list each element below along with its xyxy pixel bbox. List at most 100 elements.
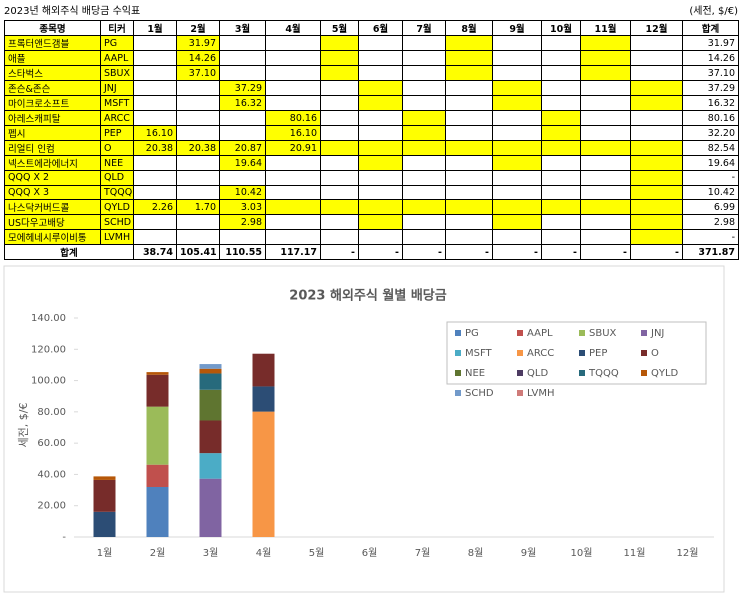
stock-name: 나스닥커버드콜 [4,199,101,216]
x-tick-label: 10월 [571,547,593,559]
dividend-table: 종목명 티커 1월 2월 3월 4월 5월 6월 7월 8월 9월 10월 11월 12월 합계 프록터앤드갬… [4,20,739,261]
x-tick-label: 12월 [677,547,699,559]
month-cell [445,140,493,156]
ticker: AAPL [100,50,134,66]
month-cell [358,199,403,216]
month-cell [541,170,581,186]
data-row: 리얼티 인컴 O 20.38 20.38 20.87 20.91 82.54 [4,140,739,156]
month-cell [358,214,403,231]
month-cell [445,214,493,231]
x-tick-label: 2월 [150,547,166,559]
stock-name: 스타벅스 [4,65,101,81]
month-cell [541,140,581,156]
month-cell [445,35,493,51]
stock-name: 마이크로소프트 [4,95,101,111]
month-cell [358,35,403,51]
month-cell [133,95,177,111]
month-cell [358,125,403,141]
month-cell [176,95,220,111]
legend-label: ARCC [527,348,554,359]
month-cell [320,229,359,246]
row-total: 80.16 [682,110,739,126]
data-row: 마이크로소프트 MSFT 16.32 16.32 [4,95,739,111]
row-total: 16.32 [682,95,739,111]
month-total: - [445,244,493,261]
x-tick-label: 4월 [256,547,272,559]
bar-segment [146,372,169,375]
month-cell [541,184,581,201]
month-cell: 19.64 [219,155,266,171]
data-row: 나스닥커버드콜 QYLD 2.26 1.70 3.03 6.99 [4,199,739,216]
month-cell [133,65,177,81]
ticker: JNJ [100,80,134,96]
month-cell [630,199,683,216]
data-row: 애플 AAPL 14.26 14.26 [4,50,739,66]
month-cell [445,80,493,96]
month-cell [541,155,581,171]
month-cell [320,110,359,126]
month-cell [176,214,220,231]
x-tick-label: 11월 [624,547,646,559]
month-cell [358,140,403,156]
month-cell [580,229,631,246]
legend-label: PEP [589,348,607,359]
month-cell [320,199,359,216]
legend-label: QLD [527,368,548,379]
month-cell [445,125,493,141]
legend-label: MSFT [465,348,493,359]
header-cell: 11월 [580,20,631,36]
header-cell: 2월 [176,20,220,36]
month-cell: 16.32 [219,95,266,111]
month-cell [402,125,446,141]
month-cell [265,50,321,66]
ticker: O [100,140,134,156]
legend-swatch [641,370,647,376]
legend-label: O [651,348,659,359]
month-cell [492,80,542,96]
y-tick-label: 60.00 [37,438,66,449]
month-cell [265,184,321,201]
legend-swatch [455,390,461,396]
month-cell [541,50,581,66]
month-cell: 80.16 [265,110,321,126]
month-cell [630,80,683,96]
month-cell: 10.42 [219,184,266,201]
table-caption: 2023년 해외주식 배당금 수익표 (세전, $/€) [4,4,738,20]
stock-name: 프록터앤드갬블 [4,35,101,51]
total-label: 합계 [4,244,134,261]
month-cell [402,140,446,156]
month-cell [630,184,683,201]
data-row: 존슨&존슨 JNJ 37.29 37.29 [4,80,739,96]
month-cell: 37.29 [219,80,266,96]
x-tick-label: 3월 [203,547,219,559]
data-row: 아레스캐피탈 ARCC 80.16 80.16 [4,110,739,126]
total-row: 합계 38.74 105.41 110.55 117.17- - - - - - - -371.87 [4,244,739,261]
month-cell [630,155,683,171]
month-cell [320,50,359,66]
month-cell: 3.03 [219,199,266,216]
legend-swatch [579,370,585,376]
x-tick-label: 8월 [468,547,484,559]
data-row: 펩시 PEP 16.10 16.10 32.20 [4,125,739,141]
month-total: 117.17 [265,244,321,261]
month-cell [133,35,177,51]
month-cell [630,229,683,246]
row-total: 32.20 [682,125,739,141]
month-cell [320,95,359,111]
month-cell [445,65,493,81]
header-cell: 3월 [219,20,266,36]
stock-name: 애플 [4,50,101,66]
month-cell [541,214,581,231]
bar-segment [146,406,169,465]
ticker: ARCC [100,110,134,126]
month-cell [580,35,631,51]
legend-label: QYLD [651,368,679,379]
month-cell: 14.26 [176,50,220,66]
month-cell [133,214,177,231]
ticker: LVMH [100,229,134,246]
month-cell [541,65,581,81]
month-cell [219,170,266,186]
data-row: 스타벅스 SBUX 37.10 37.10 [4,65,739,81]
ticker: QLD [100,170,134,186]
